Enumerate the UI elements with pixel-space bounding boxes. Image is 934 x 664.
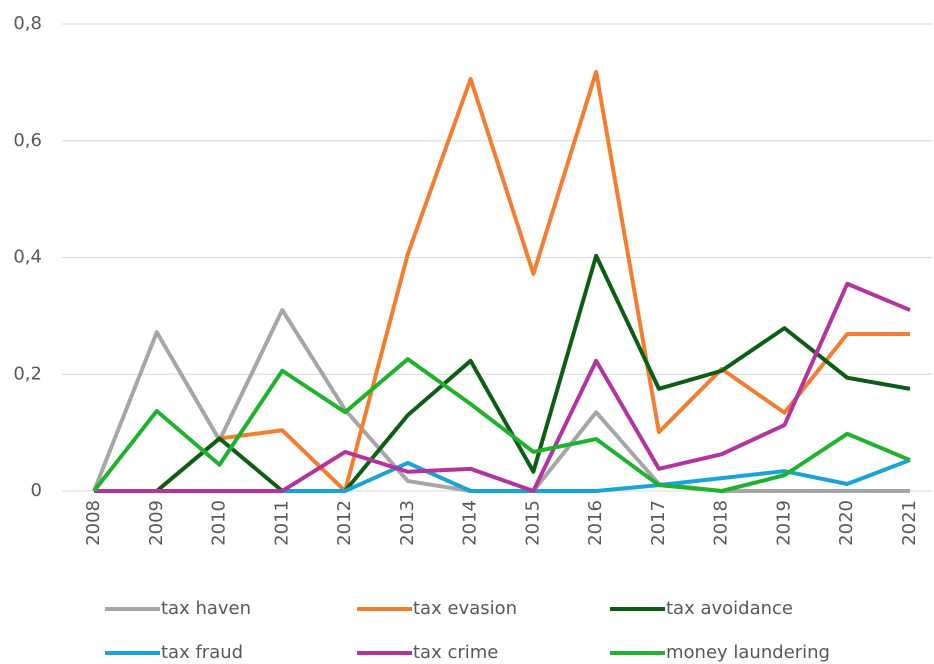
legend-label: tax fraud — [161, 642, 243, 663]
series-line — [94, 281, 911, 493]
x-tick-label: 2015 — [522, 500, 543, 546]
y-tick-label: 0,6 — [13, 130, 42, 151]
y-tick-label: 0,2 — [13, 363, 42, 384]
x-tick-label: 2020 — [836, 500, 857, 546]
series-line — [92, 357, 911, 493]
x-tick-label: 2011 — [271, 500, 292, 546]
x-tick-label: 2021 — [899, 500, 920, 546]
x-tick-label: 2018 — [711, 500, 732, 546]
y-tick-label: 0 — [31, 480, 42, 501]
legend-label: money laundering — [666, 642, 830, 663]
x-tick-label: 2013 — [397, 500, 418, 546]
x-tick-label: 2009 — [146, 500, 167, 546]
x-tick-label: 2017 — [648, 500, 669, 546]
x-tick-label: 2008 — [83, 500, 104, 546]
x-tick-label: 2014 — [460, 500, 481, 546]
x-tick-label: 2019 — [773, 500, 794, 546]
legend-label: tax crime — [413, 642, 498, 663]
series-line — [94, 253, 911, 493]
x-tick-label: 2016 — [585, 500, 606, 546]
x-tick-label: 2010 — [209, 500, 230, 546]
x-tick-label: 2012 — [334, 500, 355, 546]
legend-label: tax avoidance — [666, 598, 793, 619]
series-line — [94, 69, 910, 493]
legend-label: tax evasion — [413, 598, 517, 619]
legend-label: tax haven — [161, 598, 251, 619]
y-tick-label: 0,8 — [13, 13, 42, 34]
y-tick-label: 0,4 — [13, 247, 42, 268]
